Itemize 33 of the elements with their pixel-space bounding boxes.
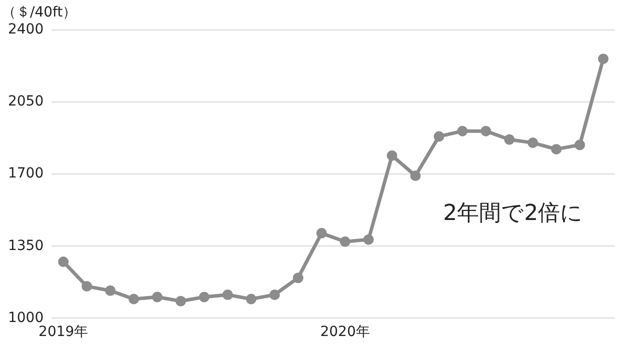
y-tick-label: 1700 [8, 166, 44, 182]
point [152, 292, 163, 302]
point [222, 289, 233, 300]
point [340, 236, 350, 247]
point [574, 140, 586, 150]
point [528, 138, 538, 148]
point [457, 126, 468, 136]
x-tick-label: 2020年 [320, 324, 370, 340]
point [480, 126, 492, 136]
point [246, 294, 256, 304]
point [82, 281, 92, 292]
point [410, 170, 421, 181]
y-tick-label: 1000 [8, 310, 44, 326]
point [434, 131, 444, 142]
point [386, 150, 398, 161]
point [598, 54, 609, 64]
x-tick-label: 2019年 [38, 324, 88, 340]
point [363, 234, 374, 245]
y-tick-label: 1350 [8, 238, 44, 254]
point [316, 228, 327, 238]
point [551, 144, 562, 154]
point [198, 292, 210, 302]
point [504, 134, 515, 145]
point [175, 296, 186, 306]
point [269, 289, 280, 300]
y-tick-label: 2400 [8, 22, 44, 38]
point [58, 256, 69, 268]
point [292, 272, 304, 284]
point [105, 285, 116, 296]
y-axis-title: （＄/40ft） [2, 4, 77, 21]
y-tick-label: 2050 [8, 94, 44, 110]
point [128, 294, 140, 304]
annotation: 2年間で2倍に [443, 201, 584, 226]
